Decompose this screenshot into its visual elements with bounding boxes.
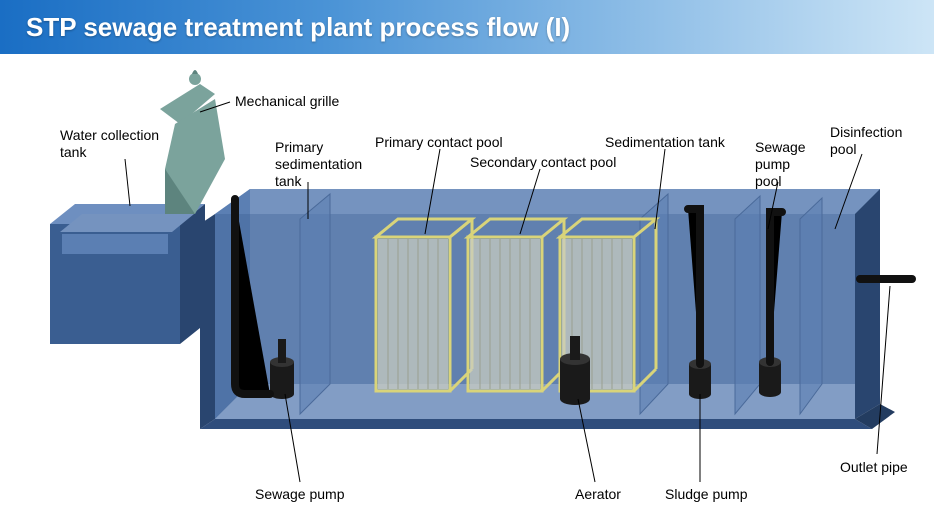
mechanical-grille [160, 70, 225, 214]
label-water-collection: Water collection tank [60, 127, 159, 161]
label-primary-sed: Primary sedimentation tank [275, 139, 362, 189]
main-tank [200, 189, 895, 429]
label-sewage-pump: Sewage pump [255, 486, 345, 503]
page-title: STP sewage treatment plant process flow … [0, 0, 934, 54]
collection-tank [50, 204, 205, 344]
label-aerator: Aerator [575, 486, 621, 503]
sludge-pump [689, 359, 711, 399]
label-secondary-contact: Secondary contact pool [470, 154, 616, 171]
diagram-canvas: Water collection tank Mechanical grille … [0, 54, 934, 529]
diagram-svg [0, 54, 934, 529]
partitions [300, 194, 822, 414]
label-disinfection: Disinfection pool [830, 124, 902, 158]
label-outlet-pipe: Outlet pipe [840, 459, 908, 476]
label-mechanical-grille: Mechanical grille [235, 93, 339, 110]
pipes [235, 199, 912, 394]
label-sedimentation: Sedimentation tank [605, 134, 725, 151]
label-sludge-pump: Sludge pump [665, 486, 748, 503]
pool-pump [759, 357, 781, 397]
sewage-pump [270, 339, 294, 399]
contact-modules [376, 219, 656, 391]
label-primary-contact: Primary contact pool [375, 134, 503, 151]
aerator-pump [560, 336, 590, 405]
pumps [270, 336, 781, 405]
label-sewage-pump-pool: Sewage pump pool [755, 139, 806, 189]
